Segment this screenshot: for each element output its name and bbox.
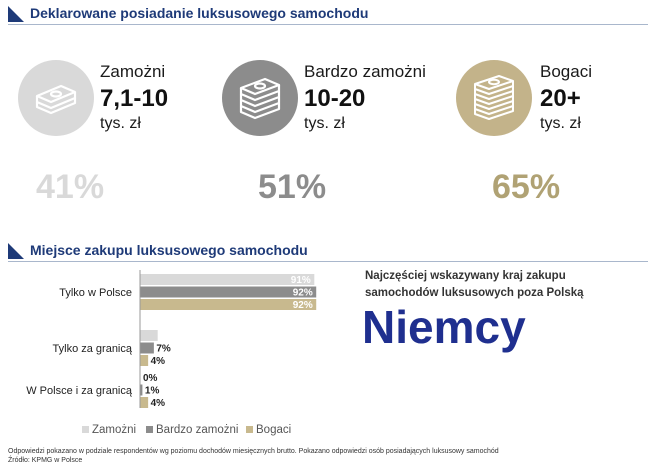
footnote-note: Odpowiedzi pokazano w podziale responden… [8,448,499,455]
bar-1-1 [140,342,154,354]
data-label-2-1: 4% [151,356,166,367]
legend-label: Bardzo zamożni [156,424,239,436]
bar-0-0 [140,274,315,285]
banknote-stack-large-icon [456,60,532,136]
section-header-purchase-place: Miejsce zakupu luksusowego samochodu [8,241,648,262]
category-label: Tylko w Polsce [59,287,132,299]
banknote-stack-small-icon [18,60,94,136]
group-income-range: 7,1-10 [100,85,169,112]
legend-item-bogaci: Bogaci [246,424,291,436]
section-marker-icon [8,243,24,259]
category-label: W Polsce i za granicą [26,385,133,397]
section-title-ownership: Deklarowane posiadanie luksusowego samoc… [30,5,369,21]
section-title-purchase-place: Miejsce zakupu luksusowego samochodu [30,242,308,258]
section-marker-icon [8,6,24,22]
callout-text: Najczęściej wskazywany kraj zakupu samoc… [365,270,584,299]
group-income-unit: tys. zł [540,115,581,132]
legend-swatch [246,426,253,434]
group-label: Bardzo zamożni [304,62,426,81]
banknote-stack-medium-icon [222,60,298,136]
data-label-1-1: 7% [156,344,171,355]
purchase-place-bar-chart: Tylko w Polsce 91% 92%92% Tylko za granicą 9… [26,270,317,409]
legend-swatch [82,426,89,434]
group-label: Zamożni [100,62,166,81]
income-group-bardzo-zamozni: Bardzo zamożni 10-20 tys. zł [222,52,432,142]
group-income-unit: tys. zł [100,115,141,132]
group-income-range: 20+ [540,85,581,112]
ownership-percent-bardzo-zamozni: 51% [258,168,327,206]
bar-2-0 [140,299,317,310]
category-label: Tylko za granicą [53,343,133,355]
legend-item-bardzo-zamozni: Bardzo zamożni [146,424,238,436]
footnote-source: Źródło: KPMG w Polsce [8,457,83,464]
legend-item-zamozni: Zamożni [82,424,136,436]
data-label-2-0: 92% [293,300,313,311]
data-label-1-0: 92% [293,288,313,299]
bar-2-2 [140,397,149,408]
group-income-range: 10-20 [304,85,366,112]
bar-0-1 [140,330,158,341]
section-header-ownership: Deklarowane posiadanie luksusowego samoc… [8,4,648,25]
data-label-0-2: 0% [143,373,158,384]
bar-1-2 [140,384,143,396]
data-label-0-0: 91% [291,275,311,286]
income-group-zamozni: Zamożni 7,1-10 tys. zł [18,52,228,142]
income-group-bogaci: Bogaci 20+ tys. zł [456,52,655,142]
callout-country: Niemcy [362,301,526,353]
legend-swatch [146,426,153,434]
data-label-2-2: 4% [151,398,166,409]
ownership-percent-bogaci: 65% [492,168,561,206]
data-label-0-1: 9% [160,331,175,342]
data-label-1-2: 1% [145,386,160,397]
group-income-unit: tys. zł [304,115,345,132]
group-label: Bogaci [540,62,592,81]
legend-label: Zamożni [92,424,137,436]
ownership-percent-zamozni: 41% [36,168,105,206]
legend-label: Bogaci [256,424,292,436]
bar-2-1 [140,355,149,366]
bar-1-0 [140,286,317,298]
